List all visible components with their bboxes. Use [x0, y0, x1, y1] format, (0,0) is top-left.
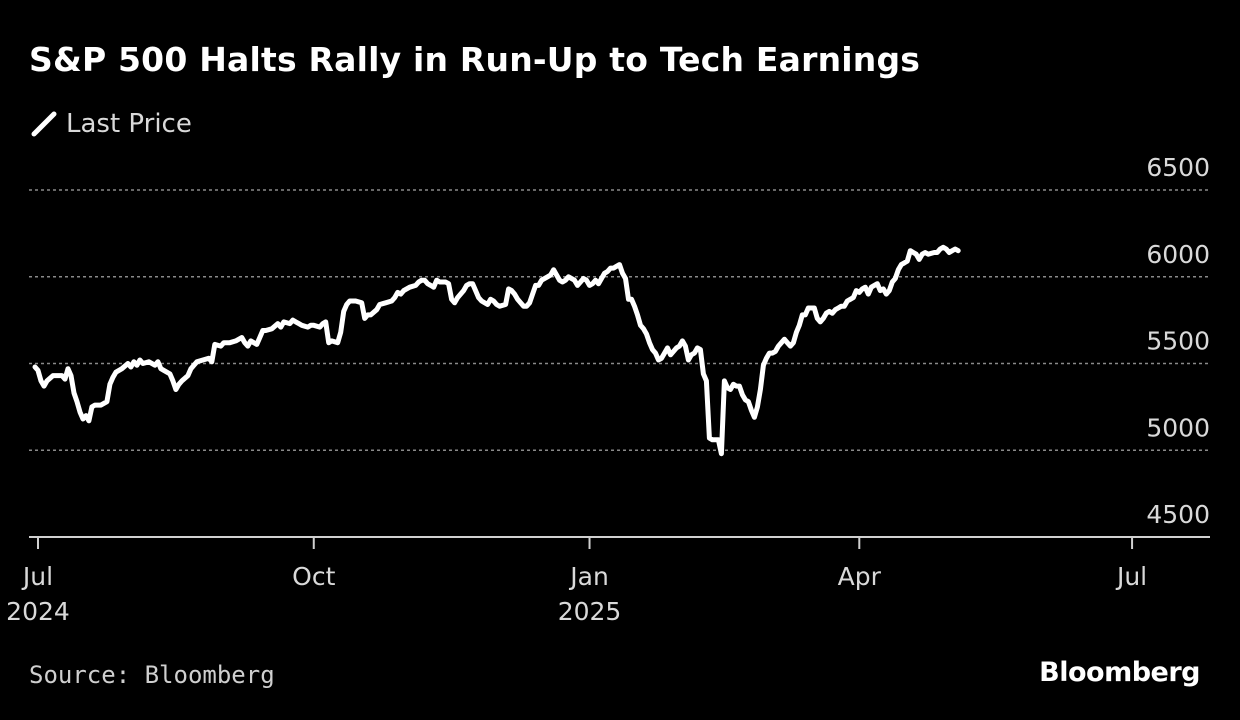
x-axis: Jul 2024 Oct Jan 2025 Apr Jul: [6, 536, 1210, 626]
x-tick-label-2: Jan: [568, 562, 609, 591]
legend-label-last-price: Last Price: [66, 109, 192, 139]
legend: Last Price: [29, 107, 192, 141]
source-note: Source: Bloomberg: [29, 661, 275, 689]
bloomberg-logo: Bloomberg: [1039, 657, 1200, 688]
y-tick-label-4500: 4500: [1146, 500, 1210, 529]
x-tick-label-4: Jul: [1115, 562, 1147, 591]
x-tick-label-0: Jul: [21, 562, 53, 591]
series-group: [32, 244, 961, 457]
x-tick-year-0: 2024: [6, 597, 70, 626]
grid-lines: [29, 189, 1210, 451]
x-tick-label-3: Apr: [838, 562, 882, 591]
y-tick-label-5000: 5000: [1146, 413, 1210, 442]
x-tick-label-1: Oct: [292, 562, 335, 591]
chart-title: S&P 500 Halts Rally in Run-Up to Tech Ea…: [29, 40, 921, 79]
line-swatch-icon: [31, 111, 57, 137]
series-line-last-price: [32, 244, 961, 457]
y-tick-label-6000: 6000: [1146, 240, 1210, 269]
y-tick-label-5500: 5500: [1146, 327, 1210, 356]
x-tick-year-2: 2025: [558, 597, 622, 626]
y-axis-labels: 4500 5000 5500 6000 6500: [1146, 153, 1210, 529]
y-tick-label-6500: 6500: [1146, 153, 1210, 182]
